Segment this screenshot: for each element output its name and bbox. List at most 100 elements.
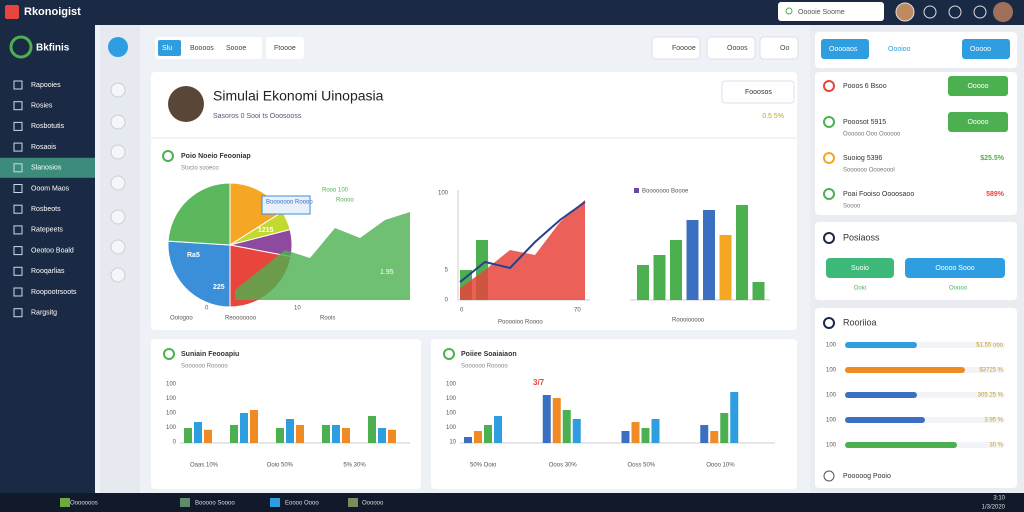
panel-button-text[interactable]: Ooooo: [970, 46, 991, 53]
progress-bar: [845, 417, 925, 423]
nav-item[interactable]: Rosbotutis: [31, 123, 65, 130]
nav-item[interactable]: Rosbeots: [31, 206, 61, 213]
bar: [637, 265, 649, 300]
toolbar-button[interactable]: [706, 36, 756, 60]
row-button-text[interactable]: Ooooo: [967, 83, 988, 90]
bar: [286, 419, 294, 443]
section-subtitle: Stocio sooeco: [181, 166, 219, 172]
taskbar-icon[interactable]: [180, 498, 190, 507]
x-label: Ooiogoo: [170, 316, 193, 322]
column-icon[interactable]: [110, 114, 126, 130]
main-button[interactable]: [721, 80, 795, 104]
row-button[interactable]: [948, 76, 1008, 96]
column-icon[interactable]: [110, 144, 126, 160]
toolbar-button[interactable]: [759, 36, 799, 60]
x-label: Ooos 30%: [549, 463, 578, 469]
top-icon[interactable]: [895, 2, 915, 22]
row-button-text[interactable]: Ooooo: [967, 119, 988, 126]
x-label: Ooss 50%: [628, 463, 656, 469]
nav-item[interactable]: Rargsitg: [31, 310, 57, 317]
search-box[interactable]: [778, 2, 884, 21]
card: [815, 72, 1017, 215]
x-label: 0: [460, 308, 464, 314]
nav-item[interactable]: Oeotoo Boald: [31, 247, 74, 254]
nav-icon: [13, 121, 23, 131]
column-icon[interactable]: [110, 239, 126, 255]
y-label: 0: [445, 298, 449, 304]
taskbar-item[interactable]: Oooooo: [362, 501, 384, 507]
nav-item[interactable]: Roopootrsoots: [31, 289, 77, 296]
x-label: Oooo 10%: [706, 463, 735, 469]
progress-label: 100: [826, 393, 837, 399]
taskbar-icon[interactable]: [270, 498, 280, 507]
nav-item[interactable]: Ratepeets: [31, 227, 63, 234]
position-button[interactable]: [826, 258, 894, 278]
panel-button[interactable]: [821, 39, 869, 59]
column-icon[interactable]: [110, 175, 126, 191]
top-icon[interactable]: [973, 5, 987, 19]
top-icon[interactable]: [923, 5, 937, 19]
column-icon[interactable]: [110, 209, 126, 225]
tab[interactable]: Ftoooe: [274, 45, 296, 52]
profile-photo: [168, 86, 204, 122]
progress-bar: [845, 367, 965, 373]
column-icon[interactable]: [110, 82, 126, 98]
progress-bar: [845, 342, 917, 348]
avatar[interactable]: [993, 2, 1013, 22]
bar: [464, 437, 472, 443]
tab-box: [266, 37, 304, 59]
nav-icon: [13, 204, 23, 214]
tab-group: [155, 37, 262, 59]
top-icon[interactable]: [948, 5, 962, 19]
active-item: [0, 157, 95, 178]
position-button[interactable]: [905, 258, 1005, 278]
position-button-text[interactable]: Ooooo Sooo: [935, 265, 974, 272]
toolbar-action: Fooooe: [672, 45, 696, 52]
panel-button[interactable]: [962, 39, 1010, 59]
nav-item[interactable]: Rosies: [31, 103, 53, 110]
x-label: 50% Ooio: [470, 463, 497, 469]
taskbar-icon[interactable]: [348, 498, 358, 507]
clock: 1/3/2020: [982, 505, 1006, 511]
main-subtitle: Sasoros 0 Sooi ts Ooosooss: [213, 113, 302, 120]
nav-icon: [13, 163, 23, 173]
panel-button-text[interactable]: Oooioo: [888, 46, 911, 53]
card-subtitle: Soooooo Rooooo: [181, 364, 228, 370]
bar: [670, 240, 682, 300]
taskbar-item[interactable]: Eoooo Oooo: [285, 501, 319, 507]
progress-bar: [845, 442, 957, 448]
line-series: [459, 201, 586, 283]
nav-item[interactable]: Ooom Maos: [31, 185, 70, 192]
x-label: 5% 30%: [343, 463, 366, 469]
taskbar-item[interactable]: Booooo Soooo: [195, 501, 235, 507]
nav-item[interactable]: Slanosios: [31, 165, 62, 172]
bar: [494, 416, 502, 443]
nav-icon: [13, 225, 23, 235]
y-label: 0: [173, 440, 177, 446]
position-button-text[interactable]: Suoio: [851, 265, 869, 272]
y-label: 100: [166, 396, 177, 402]
x-label: Ooio 50%: [267, 463, 294, 469]
x-label: Reooooooo: [225, 316, 257, 322]
row-button[interactable]: [948, 112, 1008, 132]
tab[interactable]: Soooe: [226, 45, 246, 52]
bar: [752, 282, 765, 300]
tab[interactable]: Boooos: [190, 45, 214, 52]
bar: [474, 431, 482, 443]
toolbar-button[interactable]: [651, 36, 701, 60]
legend-text: Rooo 100: [322, 188, 349, 194]
column-icon[interactable]: [110, 267, 126, 283]
row-value: $25.5%: [980, 155, 1005, 162]
nav-item[interactable]: Rapooies: [31, 82, 61, 89]
y-label: 100: [438, 191, 449, 197]
tab[interactable]: Slu: [162, 45, 172, 52]
taskbar-icon[interactable]: [60, 498, 70, 507]
column-icon-primary[interactable]: [108, 37, 128, 57]
bar: [736, 205, 748, 300]
nav-item[interactable]: Rooqarlias: [31, 268, 65, 275]
panel-button-text[interactable]: Ooooaos: [829, 46, 858, 53]
nav-item[interactable]: Rosaois: [31, 144, 57, 151]
progress-value: 30 %: [989, 443, 1003, 449]
bar: [572, 419, 581, 443]
taskbar-item[interactable]: Ooooooos: [70, 501, 98, 507]
